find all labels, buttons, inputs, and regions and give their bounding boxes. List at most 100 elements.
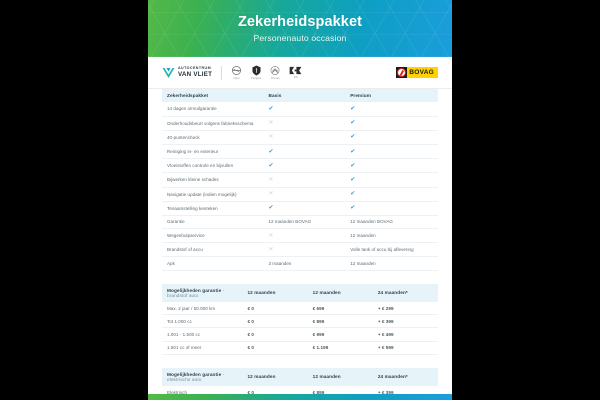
- bovag-logo: BOVAG: [396, 67, 438, 78]
- row-label: Bijwerken kleine schades: [162, 172, 264, 188]
- table-row: Navigatie update (indien mogelijk) ✕ ✔: [162, 187, 438, 202]
- row-basis: ✕: [263, 130, 346, 145]
- row-label: Brandstof of accu: [162, 242, 264, 258]
- table-row: 1.501 cc of meer € 0 € 1.199 + € 599: [162, 341, 438, 355]
- row-premium: ✔: [345, 172, 438, 188]
- peugeot-label: Peugeot: [251, 76, 262, 80]
- dealer-name-top: AUTOCENTRUM: [178, 66, 212, 71]
- table-row: Vloeistoffen controle en bijvullen ✔ ✔: [162, 158, 438, 174]
- fuel-title: Mogelijkheden garantie: [167, 287, 222, 293]
- row-basis: ✕: [263, 228, 346, 244]
- cross-icon: ✕: [268, 134, 274, 141]
- row-label: Vloeistoffen controle en bijvullen: [162, 158, 264, 174]
- cell-value: 12 maanden: [350, 261, 376, 267]
- bovag-label: BOVAG: [409, 69, 434, 76]
- page-subtitle: Personenauto occasion: [253, 33, 347, 43]
- table-row: Tot 1.000 cc € 0 € 899 + € 399: [162, 314, 438, 329]
- table-row: Apk 3 maanden 12 maanden: [162, 256, 438, 271]
- flyer-page: Zekerheidspakket Personenauto occasion A…: [148, 0, 452, 400]
- row-price-1: € 0: [242, 341, 308, 355]
- electric-subtitle: - elektrische auto: [167, 371, 225, 382]
- row-price-1: € 0: [242, 314, 308, 329]
- fuel-col-title: Mogelijkheden garantie - brandstof auto: [162, 283, 243, 302]
- electric-title: Mogelijkheden garantie: [167, 371, 222, 377]
- features-table-header-row: Zekerheidspakket Basis Premium: [162, 89, 438, 103]
- row-basis: 3 maanden: [263, 256, 346, 271]
- fuel-col-2: 12 maanden: [307, 283, 373, 302]
- check-icon: ✔: [268, 105, 274, 112]
- table-row: Reiniging in- en exterieur ✔ ✔: [162, 144, 438, 160]
- table-row: Onderhoudsbeurt volgens fabrieksschema ✕ ✔: [162, 116, 438, 131]
- check-icon: ✔: [350, 191, 356, 198]
- check-icon: ✔: [350, 205, 356, 212]
- fuel-warranty-table: Mogelijkheden garantie - brandstof auto …: [162, 283, 438, 355]
- dealer-logo: AUTOCENTRUM VAN VLIET: [162, 66, 212, 79]
- row-label: Apk: [162, 256, 264, 271]
- row-price-1: € 0: [242, 302, 308, 316]
- table-row: Bijwerken kleine schades ✕ ✔: [162, 172, 438, 188]
- row-label: Onderhoudsbeurt volgens fabrieksschema: [162, 116, 264, 131]
- table-spacer-2: [148, 355, 452, 368]
- cross-icon: ✕: [268, 232, 274, 239]
- table-row: 40-puntencheck ✕ ✔: [162, 130, 438, 145]
- cell-value: Volle tank of accu bij aflevering: [350, 247, 414, 253]
- row-price-3: + € 399: [372, 314, 438, 329]
- features-col-premium: Premium: [345, 89, 438, 103]
- electric-col-1: 12 maanden: [242, 367, 308, 387]
- row-premium: 12 maanden: [345, 228, 438, 244]
- row-price-2: € 999: [307, 327, 373, 342]
- row-price-2: € 1.199: [307, 341, 373, 355]
- brand-logos: Opel Peugeot Citroen: [231, 65, 302, 80]
- row-label: Reiniging in- en exterieur: [162, 144, 264, 160]
- features-col-label: Zekerheidspakket: [162, 89, 264, 103]
- row-label: 14 dagen omruilgarantie: [162, 102, 264, 117]
- row-label: Max. 2 jaar / 50.000 km: [162, 302, 243, 316]
- cross-icon: ✕: [268, 246, 274, 253]
- electric-col-title: Mogelijkheden garantie - elektrische aut…: [162, 367, 243, 387]
- cross-icon: ✕: [268, 120, 274, 127]
- check-icon: ✔: [350, 148, 356, 155]
- row-premium: ✔: [345, 187, 438, 202]
- citroen-label: Citroen: [270, 76, 280, 80]
- logo-divider: [221, 65, 223, 80]
- check-icon: ✔: [350, 120, 356, 127]
- check-icon: ✔: [268, 148, 274, 155]
- row-basis: ✕: [263, 242, 346, 258]
- peugeot-logo-icon: Peugeot: [251, 65, 261, 80]
- fuel-col-3: 24 maanden*: [372, 283, 438, 302]
- row-premium: ✔: [345, 116, 438, 131]
- bovag-seal-icon: [396, 67, 408, 78]
- row-basis: ✕: [263, 187, 346, 202]
- table-row: 1.001 - 1.500 cc € 0 € 999 + € 499: [162, 327, 438, 342]
- row-price-1: € 0: [242, 327, 308, 342]
- features-col-basis: Basis: [263, 89, 346, 103]
- cross-icon: ✕: [268, 176, 274, 183]
- fuel-subtitle: - brandstof auto: [167, 287, 225, 298]
- cross-icon: ✕: [268, 191, 274, 198]
- row-premium: ✔: [345, 102, 438, 117]
- cell-value: 12 maanden: [350, 233, 376, 239]
- electric-col-2: 12 maanden: [307, 367, 373, 387]
- electric-col-3: 24 maanden*: [372, 367, 438, 387]
- row-basis: ✕: [263, 172, 346, 188]
- row-price-3: + € 599: [372, 341, 438, 355]
- cell-value: 12 maanden BOVAG: [268, 219, 312, 225]
- check-icon: ✔: [268, 162, 274, 169]
- row-label: 1.501 cc of meer: [162, 341, 243, 355]
- cell-value: 12 maanden BOVAG: [350, 219, 393, 225]
- row-basis: ✕: [263, 116, 346, 131]
- fuel-table-header-row: Mogelijkheden garantie - brandstof auto …: [162, 283, 438, 302]
- check-icon: ✔: [350, 162, 356, 169]
- row-premium: ✔: [345, 158, 438, 174]
- bottom-gradient-bar: [148, 394, 452, 400]
- electric-table-header-row: Mogelijkheden garantie - elektrische aut…: [162, 367, 438, 387]
- features-table-body: 14 dagen omruilgarantie ✔ ✔ Onderhoudsbeurt…: [162, 102, 438, 271]
- row-basis: ✔: [263, 158, 346, 174]
- row-premium: 12 maanden BOVAG: [345, 215, 438, 230]
- row-label: Navigatie update (indien mogelijk): [162, 187, 264, 202]
- page-title: Zekerheidspakket: [237, 14, 363, 30]
- row-premium: Volle tank of accu bij aflevering: [345, 242, 438, 258]
- row-label: Tot 1.000 cc: [162, 314, 243, 329]
- features-table-wrap: Zekerheidspakket Basis Premium 14 dagen …: [148, 89, 452, 271]
- row-price-3: + € 299: [372, 302, 438, 316]
